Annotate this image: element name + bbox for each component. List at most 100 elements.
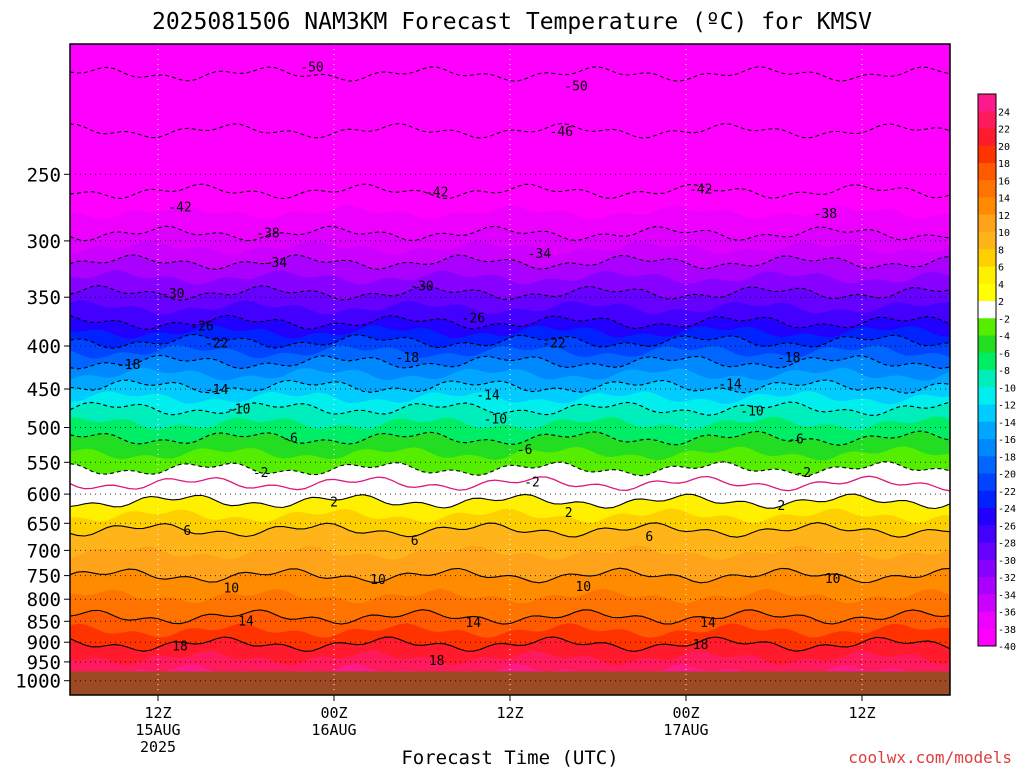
colorbar-label: -26 [998,521,1016,532]
contour-label: -18 [117,358,140,373]
contour-label: 2 [330,495,338,510]
y-tick-label: 450 [27,379,61,401]
colorbar-label: -36 [998,608,1016,619]
colorbar-label: -2 [998,314,1010,325]
isotherm-line [70,333,950,349]
contour-label: -2 [524,476,540,491]
colorbar-label: -32 [998,573,1016,584]
isotherm-line [70,401,950,416]
colorbar-swatch [978,456,996,474]
colorbar-swatch [978,128,996,147]
contour-label: -42 [425,185,448,200]
colorbar-label: -20 [998,470,1016,481]
contour-label: -10 [484,413,507,428]
contour-label: -50 [564,79,587,94]
isotherm-line [70,493,950,510]
isotherm-line [70,354,950,370]
y-tick-label: 250 [27,164,61,186]
isotherm-line [70,314,950,330]
colorbar-label: 10 [998,228,1010,239]
colorbar-label: -4 [998,332,1010,343]
colorbar-label: 20 [998,142,1010,153]
colorbar-swatch [978,387,996,405]
x-tick-label: 00Z [672,704,699,722]
isotherm-line [70,66,950,82]
contour-label: -38 [256,226,279,241]
colorbar-label: -22 [998,487,1016,498]
contour-label: 6 [645,530,653,545]
ground-fill [70,671,950,695]
colorbar-label: -16 [998,435,1016,446]
y-tick-label: 850 [27,611,61,633]
colorbar-swatch [978,577,996,595]
isotherm-line [70,609,950,625]
contour-label: -22 [542,336,565,351]
colorbar-swatch [978,559,996,578]
y-tick-label: 800 [27,589,61,611]
colorbar-swatch [978,439,996,457]
colorbar-swatch [978,628,996,647]
isotherm-line [70,636,950,652]
colorbar-label: -30 [998,556,1016,567]
colorbar-label: 14 [998,194,1010,205]
colorbar-swatch [978,318,996,336]
colorbar-swatch [978,283,996,302]
contour-label: 2 [565,506,573,521]
contour-label: -6 [282,432,298,447]
colorbar-swatch [978,145,996,164]
contour-label: -14 [205,383,229,398]
colorbar-label: -38 [998,625,1016,636]
isotherm-contours [70,66,950,652]
colorbar-swatch [978,473,996,492]
grid-lines [70,44,950,695]
y-tick-label: 950 [27,652,61,674]
colorbar-label: -12 [998,401,1016,412]
colorbar-swatch [978,232,996,250]
contour-label: -6 [517,443,533,458]
isotherm-line [70,122,950,139]
colorbar: 24 22 20 18 16 14 12 10 8 6 4 2 -2 -4 -6 -8 -10 -12 -14 -16… [977,93,1016,653]
y-tick-label: 1000 [15,671,61,693]
colorbar-label: 18 [998,159,1010,170]
x-tick-label: 2025 [140,738,176,756]
colorbar-frame [977,93,997,647]
colorbar-swatch [978,490,996,509]
colorbar-label: 22 [998,125,1010,136]
isotherm-line [70,461,950,477]
colorbar-swatch [978,214,996,233]
contour-label: -14 [718,377,742,392]
contour-label: -30 [410,280,433,295]
y-tick-label: 900 [27,632,61,654]
contour-label: 14 [238,614,254,629]
colorbar-swatch [978,180,996,198]
colorbar-label: -10 [998,383,1016,394]
y-axis: 2503003504004505005506006507007508008509… [15,164,70,693]
colorbar-label: -14 [998,418,1016,429]
contour-label: -46 [550,125,573,140]
colorbar-label: -8 [998,366,1010,377]
colorbar-swatch [978,594,996,612]
colorbar-swatch [978,508,996,526]
colorbar-label: -6 [998,349,1010,360]
contour-label: -42 [168,200,191,215]
colorbar-swatch [978,525,996,543]
colorbar-label: -28 [998,539,1016,550]
chart-title: 2025081506 NAM3KM Forecast Temperature (… [152,9,872,35]
x-tick-label: 12Z [496,704,523,722]
contour-label: -50 [300,60,323,75]
y-tick-label: 350 [27,287,61,309]
colorbar-label: 12 [998,211,1010,222]
contour-label: -26 [462,312,485,327]
contour-label: 14 [465,616,481,631]
colorbar-label: 4 [998,280,1004,291]
colorbar-label: 16 [998,176,1010,187]
contour-label: 18 [429,654,445,669]
y-tick-label: 750 [27,566,61,588]
contour-label: 10 [223,582,239,597]
x-tick-label: 17AUG [663,721,708,739]
isotherm-line [70,285,950,301]
isotherm-line [70,254,950,270]
colorbar-swatch [978,611,996,630]
temperature-fill [70,44,950,695]
